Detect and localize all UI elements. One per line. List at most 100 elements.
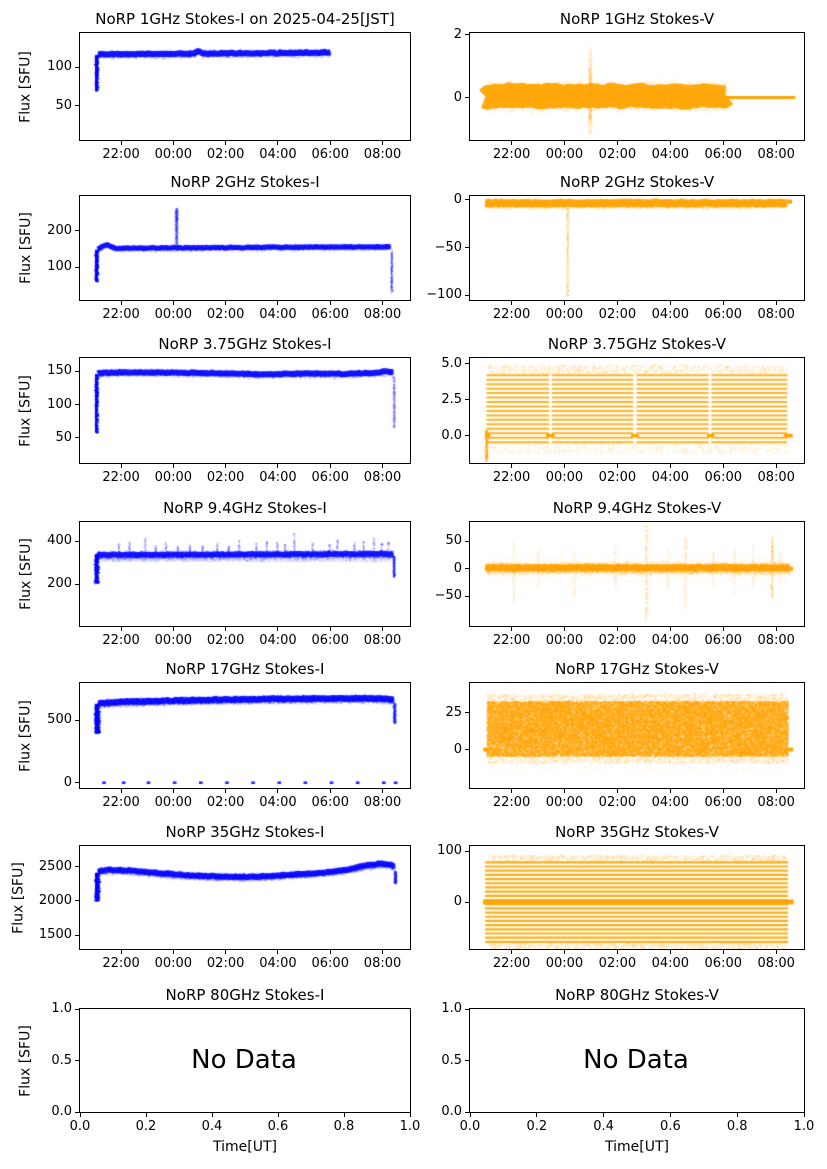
x-tick-mark [329,627,331,631]
x-tick-label: 02:00 [206,956,245,971]
y-tick-label: 1.0 [51,1001,72,1016]
x-tick-mark [120,301,122,305]
x-tick-mark [536,1113,538,1117]
x-tick-mark [563,627,565,631]
x-tick-mark [172,789,174,793]
x-tick-mark [172,141,174,145]
x-tick-label: 22:00 [492,795,531,810]
y-tick-label: 0 [453,560,462,576]
y-tick-label: 50 [55,97,72,113]
x-tick-label: 22:00 [102,470,140,485]
x-tick-label: 06:00 [704,147,742,162]
x-tick-mark [382,789,384,793]
y-axis-label-norp-2ghz-stokes-i: Flux [SFU] [17,212,34,284]
x-tick-label: 22:00 [492,147,531,162]
y-tick-mark [75,66,79,68]
x-tick-mark [803,1113,805,1117]
x-tick-mark [511,627,513,631]
x-tick-label: 06:00 [704,633,742,648]
x-tick-mark [669,789,671,793]
x-tick-mark [277,141,279,145]
subplot-title-norp-1ghz-stokes-i: NoRP 1GHz Stokes-I on 2025-04-25[JST] [95,10,395,28]
x-tick-mark [277,950,279,954]
x-tick-label: 06:00 [704,956,742,971]
x-tick-mark [775,141,777,145]
x-tick-label: 0.0 [69,1119,91,1134]
y-tick-mark [75,1008,79,1010]
y-tick-label: 100 [47,59,72,75]
x-tick-label: 02:00 [206,795,245,810]
x-tick-label: 06:00 [311,633,349,648]
x-tick-label: 02:00 [598,307,637,322]
y-tick-mark [465,435,469,437]
y-tick-mark [75,866,79,868]
x-tick-label: 02:00 [206,633,245,648]
x-tick-label: 00:00 [545,470,584,485]
x-tick-label: 08:00 [363,307,402,322]
x-tick-label: 04:00 [651,795,690,810]
x-tick-label: 00:00 [154,795,193,810]
x-tick-label: 06:00 [311,956,349,971]
x-tick-label: 04:00 [651,470,690,485]
y-tick-label: 0.0 [441,427,462,443]
plot-area-norp-80ghz-stokes-v [469,1008,805,1113]
x-tick-label: 02:00 [598,147,637,162]
x-tick-label: 22:00 [102,633,140,648]
y-axis-label-norp-1ghz-stokes-i: Flux [SFU] [17,50,34,123]
x-tick-mark [172,950,174,954]
x-tick-label: 22:00 [492,956,531,971]
y-tick-mark [465,199,469,201]
plot-area-norp-3-75ghz-stokes-i [79,357,411,464]
y-tick-mark [465,247,469,249]
y-axis-label-norp-17ghz-stokes-i: Flux [SFU] [17,699,34,772]
y-tick-label: 2500 [38,858,72,874]
plot-area-norp-35ghz-stokes-i [79,845,411,950]
x-axis-label-norp-80ghz-stokes-i: Time[UT] [213,1139,277,1155]
subplot-title-norp-3-75ghz-stokes-i: NoRP 3.75GHz Stokes-I [158,335,332,353]
y-tick-mark [75,404,79,406]
x-tick-label: 00:00 [154,470,193,485]
x-tick-mark [225,789,227,793]
subplot-title-norp-9-4ghz-stokes-v: NoRP 9.4GHz Stokes-V [552,499,722,517]
y-axis-label-norp-80ghz-stokes-i: Flux [SFU] [17,1024,34,1097]
y-axis-label-norp-9-4ghz-stokes-i: Flux [SFU] [17,538,34,610]
x-tick-mark [775,627,777,631]
y-tick-mark [465,595,469,597]
x-tick-mark [120,141,122,145]
subplot-title-norp-9-4ghz-stokes-i: NoRP 9.4GHz Stokes-I [163,499,327,517]
x-tick-mark [511,950,513,954]
y-tick-mark [465,850,469,852]
x-tick-mark [511,789,513,793]
y-tick-label: 500 [47,712,72,728]
subplot-title-norp-17ghz-stokes-v: NoRP 17GHz Stokes-V [555,660,719,678]
no-data-label-norp-80ghz-stokes-v: No Data [583,1044,689,1075]
x-tick-mark [277,627,279,631]
plot-canvas-norp-17ghz-stokes-i [80,683,410,788]
x-tick-mark [211,1113,213,1117]
x-tick-mark [225,464,227,468]
y-tick-mark [465,540,469,542]
y-tick-mark [75,266,79,268]
x-tick-label: 0.8 [333,1119,355,1134]
subplot-title-norp-2ghz-stokes-i: NoRP 2GHz Stokes-I [170,173,320,191]
x-tick-mark [603,1113,605,1117]
x-tick-mark [563,141,565,145]
x-tick-mark [172,301,174,305]
x-tick-label: 02:00 [206,470,245,485]
x-tick-mark [329,301,331,305]
x-tick-label: 06:00 [704,307,742,322]
x-tick-label: 08:00 [757,470,795,485]
y-tick-mark [75,934,79,936]
x-tick-mark [382,464,384,468]
x-tick-label: 0.6 [267,1119,289,1134]
plot-canvas-norp-2ghz-stokes-i [80,196,410,300]
x-tick-label: 08:00 [757,795,795,810]
y-tick-mark [75,370,79,372]
x-tick-mark [669,464,671,468]
x-tick-label: 08:00 [363,470,402,485]
x-tick-label: 08:00 [757,307,795,322]
x-tick-mark [329,141,331,145]
x-tick-label: 08:00 [757,633,795,648]
x-tick-mark [511,301,513,305]
x-tick-mark [225,627,227,631]
